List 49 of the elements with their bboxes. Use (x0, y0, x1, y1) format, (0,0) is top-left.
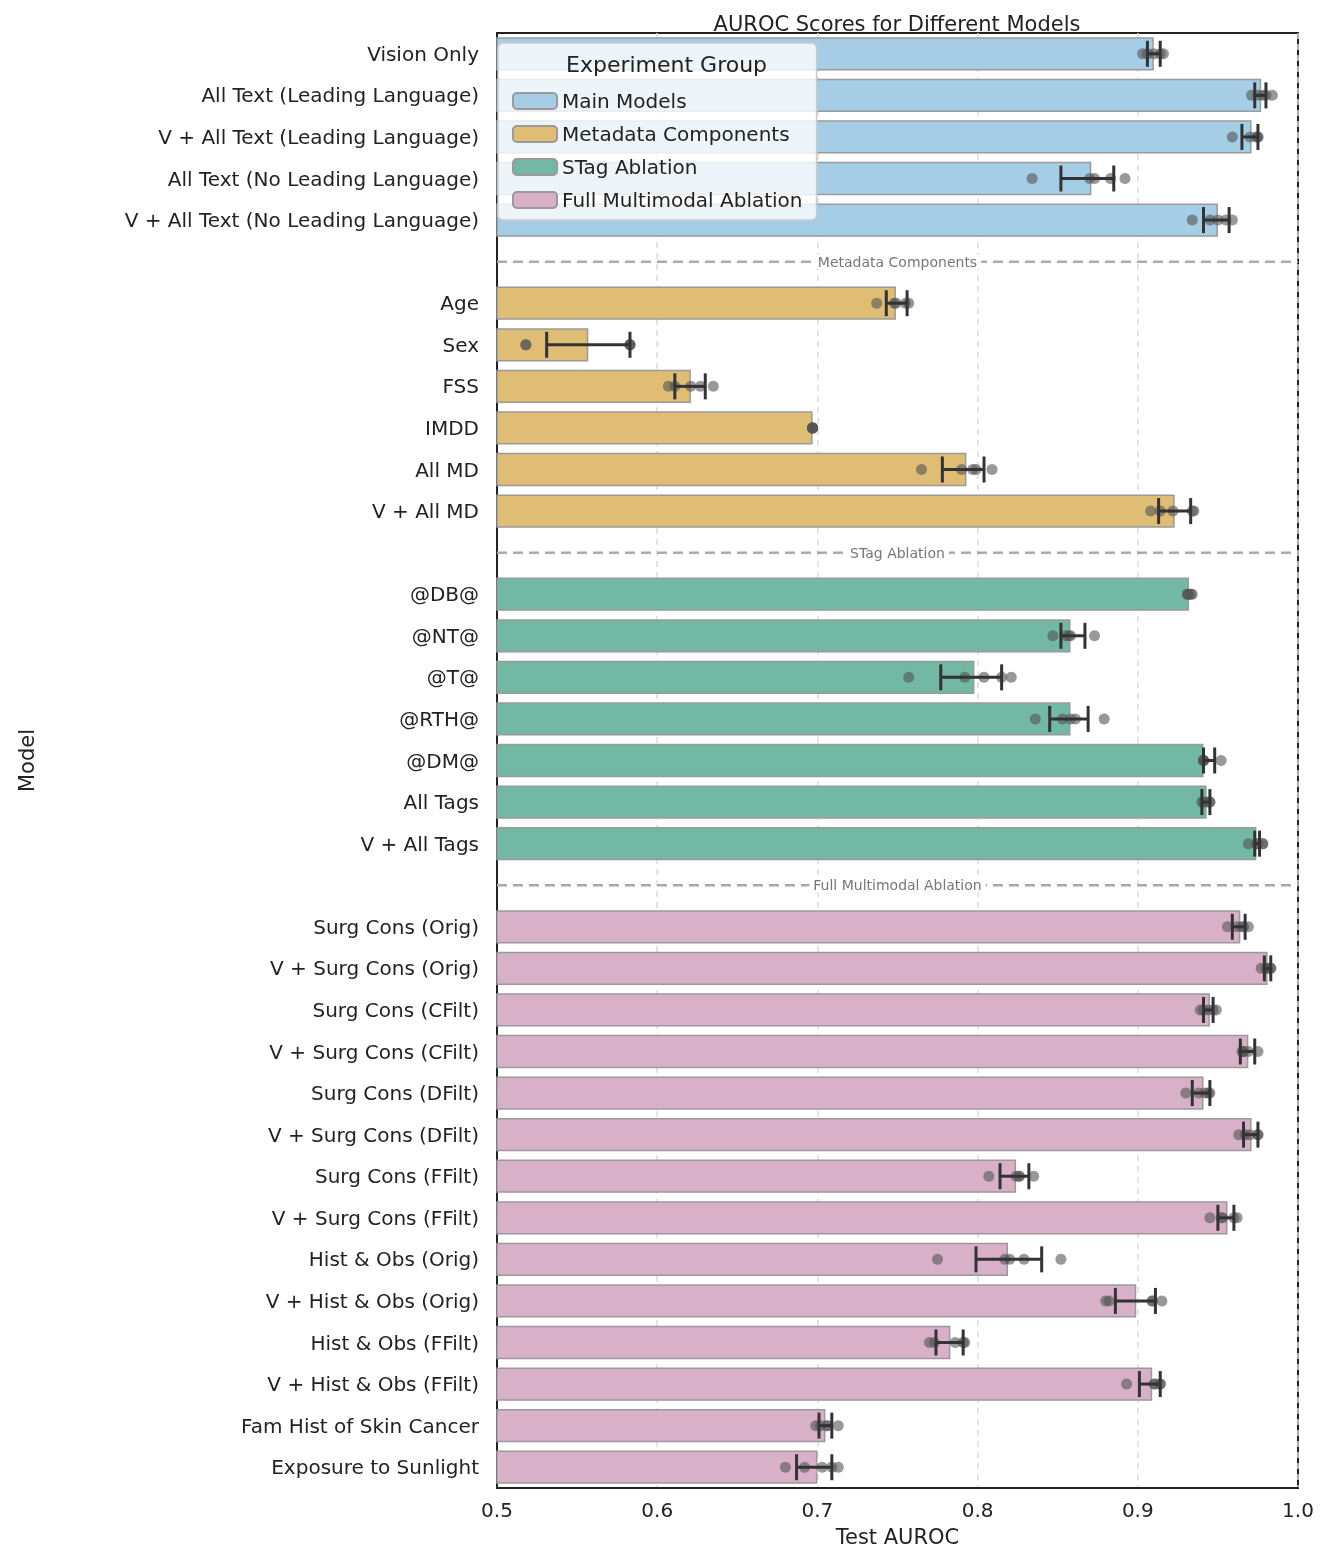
y-axis-title: Model (14, 728, 39, 793)
y-tick-label: V + Surg Cons (DFilt) (267, 1122, 479, 1147)
y-tick-label: All Text (No Leading Language) (167, 166, 479, 191)
legend-label: Metadata Components (562, 122, 790, 146)
y-tick-label: V + Hist & Obs (Orig) (265, 1288, 479, 1313)
y-tick-label: Surg Cons (CFilt) (312, 997, 479, 1022)
legend-label: STag Ablation (562, 155, 698, 179)
y-tick-label: Vision Only (367, 41, 480, 66)
y-tick-label: Fam Hist of Skin Cancer (241, 1413, 480, 1438)
x-tick-label: 0.7 (801, 1498, 834, 1522)
y-tick-label: All MD (415, 457, 479, 482)
y-tick-label: Hist & Obs (FFilt) (310, 1330, 479, 1355)
y-tick-label: V + Surg Cons (Orig) (270, 956, 479, 981)
legend-title: Experiment Group (566, 51, 768, 77)
y-tick-label: Surg Cons (DFilt) (311, 1081, 479, 1106)
y-tick-label: Surg Cons (Orig) (313, 914, 479, 939)
y-tick-label: Exposure to Sunlight (271, 1455, 480, 1480)
x-axis-title: Test AUROC (834, 1524, 960, 1549)
y-tick-label: @DB@ (409, 582, 479, 607)
y-tick-label: @T@ (426, 665, 479, 690)
x-tick-label: 0.6 (641, 1498, 674, 1522)
chart-title: AUROC Scores for Different Models (713, 11, 1081, 36)
annotation: Metadata Components (817, 253, 978, 270)
x-tick-label: 0.9 (1121, 1498, 1154, 1522)
legend-label: Main Models (562, 89, 687, 113)
annotation: STag Ablation (850, 544, 945, 561)
y-tick-label: FSS (442, 374, 479, 399)
x-tick-label: 1.0 (1282, 1498, 1314, 1522)
y-tick-label: Age (440, 291, 479, 316)
y-tick-label: V + Surg Cons (CFilt) (269, 1039, 479, 1064)
y-tick-label: Hist & Obs (Orig) (308, 1247, 479, 1272)
y-tick-label: Surg Cons (FFilt) (314, 1164, 479, 1189)
y-tick-label: @DM@ (406, 748, 479, 773)
y-tick-label: All Tags (403, 790, 479, 815)
y-tick-label: V + Hist & Obs (FFilt) (267, 1372, 479, 1397)
y-tick-label: @RTH@ (399, 706, 479, 731)
y-tick-label: V + All MD (372, 499, 479, 524)
y-tick-label: Sex (442, 332, 480, 357)
y-tick-label: V + Surg Cons (FFilt) (271, 1205, 479, 1230)
legend-label: Full Multimodal Ablation (562, 188, 803, 212)
x-tick-label: 0.8 (961, 1498, 994, 1522)
y-tick-label: @NT@ (411, 623, 479, 648)
y-tick-label: V + All Tags (360, 831, 479, 856)
y-tick-label: IMDD (425, 415, 479, 440)
x-tick-label: 0.5 (481, 1498, 513, 1522)
y-tick-label: All Text (Leading Language) (201, 83, 479, 108)
y-tick-label: V + All Text (Leading Language) (158, 124, 479, 149)
y-tick-label: V + All Text (No Leading Language) (124, 208, 479, 233)
annotation: Full Multimodal Ablation (813, 877, 982, 894)
